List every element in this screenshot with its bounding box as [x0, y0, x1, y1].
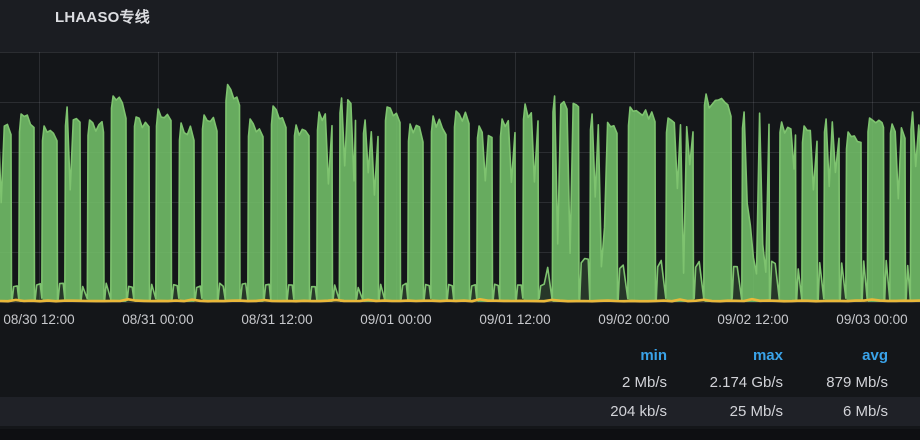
x-axis: 08/30 12:00 08/31 00:00 08/31 12:00 09/01 0… — [0, 310, 920, 332]
chart-series — [0, 83, 920, 303]
panel-bottom-strip — [0, 429, 920, 440]
legend-header-max[interactable]: max — [752, 346, 783, 364]
legend-max-value: 25 Mb/s — [729, 403, 783, 420]
green-series-pulse — [454, 111, 470, 302]
green-series-pulse — [846, 132, 862, 302]
legend-row-yellow-series[interactable]: 204 kb/s 25 Mb/s 6 Mb/s — [0, 397, 920, 426]
legend-header-avg[interactable]: avg — [862, 346, 888, 364]
green-series-pulse — [590, 114, 618, 302]
green-series-pulse — [408, 124, 424, 302]
green-series-pulse — [226, 84, 240, 302]
green-series-pulse — [385, 107, 401, 302]
legend-header-row: min max avg — [0, 342, 920, 368]
green-series-pulse — [911, 112, 920, 302]
green-series-pulse — [294, 125, 310, 302]
legend-header-min[interactable]: min — [640, 346, 667, 364]
green-series-pulse — [202, 115, 218, 302]
green-series-pulse — [824, 119, 840, 302]
legend-max-value: 2.174 Gb/s — [709, 374, 783, 391]
green-series-pulse — [363, 120, 379, 302]
green-series-pulse — [500, 119, 516, 302]
legend-row-green-series[interactable]: 2 Mb/s 2.174 Gb/s 879 Mb/s — [0, 368, 920, 397]
panel-header-strip — [0, 0, 920, 52]
green-series-pulse — [65, 107, 81, 302]
green-series-pulse — [179, 123, 195, 302]
x-axis-tick-label: 09/01 12:00 — [479, 312, 551, 327]
legend-avg-value: 879 Mb/s — [826, 374, 888, 391]
green-series-pulse — [628, 107, 656, 302]
green-series-pulse — [42, 126, 58, 302]
yellow-series-line — [0, 297, 920, 303]
legend-min-value: 204 kb/s — [610, 403, 667, 420]
green-series-pulse — [317, 112, 333, 302]
green-series-pulse — [704, 94, 732, 302]
green-series-line — [0, 83, 920, 302]
green-series-pulse — [156, 109, 172, 302]
green-series-pulse — [134, 117, 150, 302]
green-series-pulse — [780, 122, 796, 302]
green-series-pulse — [248, 119, 264, 302]
x-axis-tick-label: 09/02 00:00 — [598, 312, 670, 327]
green-series-pulse — [271, 106, 287, 302]
green-series-pulse — [868, 118, 884, 302]
green-series-pulse — [431, 116, 447, 302]
green-series-pulse — [477, 126, 493, 302]
x-axis-tick-label: 08/30 12:00 — [3, 312, 75, 327]
green-series-pulse — [890, 124, 906, 302]
time-series-chart[interactable] — [0, 0, 920, 340]
green-series-pulse — [523, 104, 539, 302]
green-series-pulse — [666, 118, 694, 302]
panel-title[interactable]: LHAASO专线 — [55, 9, 150, 26]
x-axis-tick-label: 09/02 12:00 — [717, 312, 789, 327]
legend-table: min max avg 2 Mb/s 2.174 Gb/s 879 Mb/s 2… — [0, 342, 920, 426]
x-axis-tick-label: 09/01 00:00 — [360, 312, 432, 327]
green-series-pulse — [742, 112, 770, 302]
green-series-pulse — [111, 96, 127, 302]
green-series-pulse — [802, 126, 818, 302]
green-series-pulse — [0, 124, 12, 302]
x-axis-tick-label: 08/31 00:00 — [122, 312, 194, 327]
green-series-pulse — [88, 120, 104, 302]
legend-avg-value: 6 Mb/s — [842, 403, 888, 420]
green-series-pulse — [19, 114, 35, 302]
x-axis-tick-label: 08/31 12:00 — [241, 312, 313, 327]
x-axis-tick-label: 09/03 00:00 — [836, 312, 908, 327]
legend-min-value: 2 Mb/s — [621, 374, 667, 391]
